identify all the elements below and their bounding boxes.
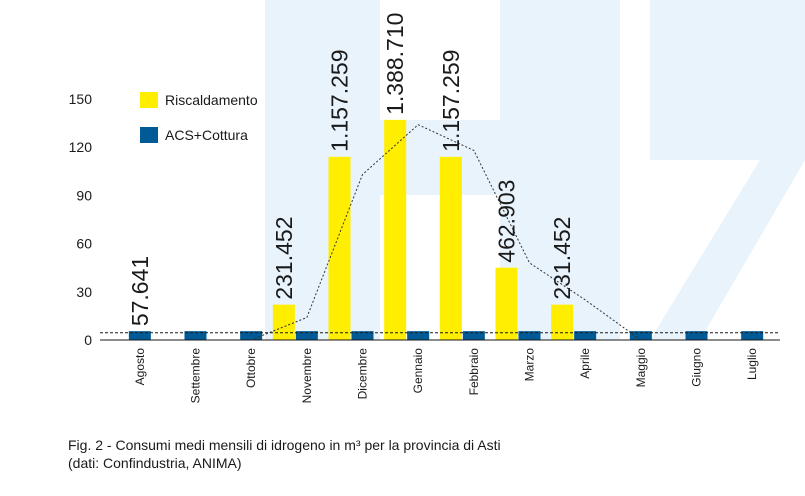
y-tick-label: 90 bbox=[76, 187, 92, 203]
bar bbox=[295, 331, 318, 340]
bar bbox=[629, 331, 652, 340]
value-label: 231.452 bbox=[271, 217, 297, 300]
bar bbox=[518, 331, 541, 340]
x-tick-label: Agosto bbox=[133, 348, 147, 386]
x-tick-label: Settembre bbox=[189, 348, 203, 404]
bar bbox=[495, 267, 518, 340]
legend-swatch bbox=[140, 127, 158, 143]
value-label: 1.157.259 bbox=[438, 50, 464, 152]
value-label: 231.452 bbox=[549, 217, 575, 300]
bar bbox=[128, 331, 151, 340]
bar bbox=[384, 119, 407, 341]
caption: Fig. 2 - Consumi medi mensili di idrogen… bbox=[68, 437, 501, 453]
caption: (dati: Confindustria, ANIMA) bbox=[68, 455, 242, 471]
bar bbox=[184, 331, 207, 340]
bar bbox=[240, 331, 263, 340]
bar bbox=[407, 331, 430, 340]
x-tick-label: Gennaio bbox=[411, 348, 425, 394]
x-tick-label: Aprile bbox=[578, 348, 592, 379]
bar bbox=[462, 331, 485, 340]
trend-line bbox=[250, 124, 642, 341]
bar bbox=[351, 331, 374, 340]
y-tick-label: 150 bbox=[69, 91, 93, 107]
legend-label: ACS+Cottura bbox=[165, 127, 248, 143]
y-tick-label: 30 bbox=[76, 284, 92, 300]
watermark bbox=[265, 0, 805, 340]
value-label: 57.641 bbox=[127, 256, 153, 326]
x-tick-label: Novembre bbox=[300, 348, 314, 404]
value-label: 462.903 bbox=[494, 180, 520, 263]
bar bbox=[328, 156, 351, 340]
legend-swatch bbox=[140, 92, 158, 108]
bar bbox=[551, 304, 574, 340]
y-tick-label: 60 bbox=[76, 236, 92, 252]
x-tick-label: Luglio bbox=[745, 348, 759, 380]
x-tick-label: Marzo bbox=[523, 348, 537, 382]
x-tick-label: Dicembre bbox=[356, 348, 370, 400]
bar bbox=[574, 331, 597, 340]
bar bbox=[272, 304, 295, 340]
x-tick-label: Febbraio bbox=[467, 348, 481, 396]
bar bbox=[439, 156, 462, 340]
value-label: 1.388.710 bbox=[382, 13, 408, 115]
y-tick-label: 120 bbox=[69, 139, 93, 155]
legend-label: Riscaldamento bbox=[165, 92, 258, 108]
x-tick-label: Giugno bbox=[690, 348, 704, 387]
value-label: 1.157.259 bbox=[327, 50, 353, 152]
x-tick-label: Maggio bbox=[634, 348, 648, 388]
bar bbox=[741, 331, 764, 340]
x-tick-label: Ottobre bbox=[244, 348, 258, 388]
bar bbox=[685, 331, 708, 340]
y-tick-label: 0 bbox=[84, 332, 92, 348]
